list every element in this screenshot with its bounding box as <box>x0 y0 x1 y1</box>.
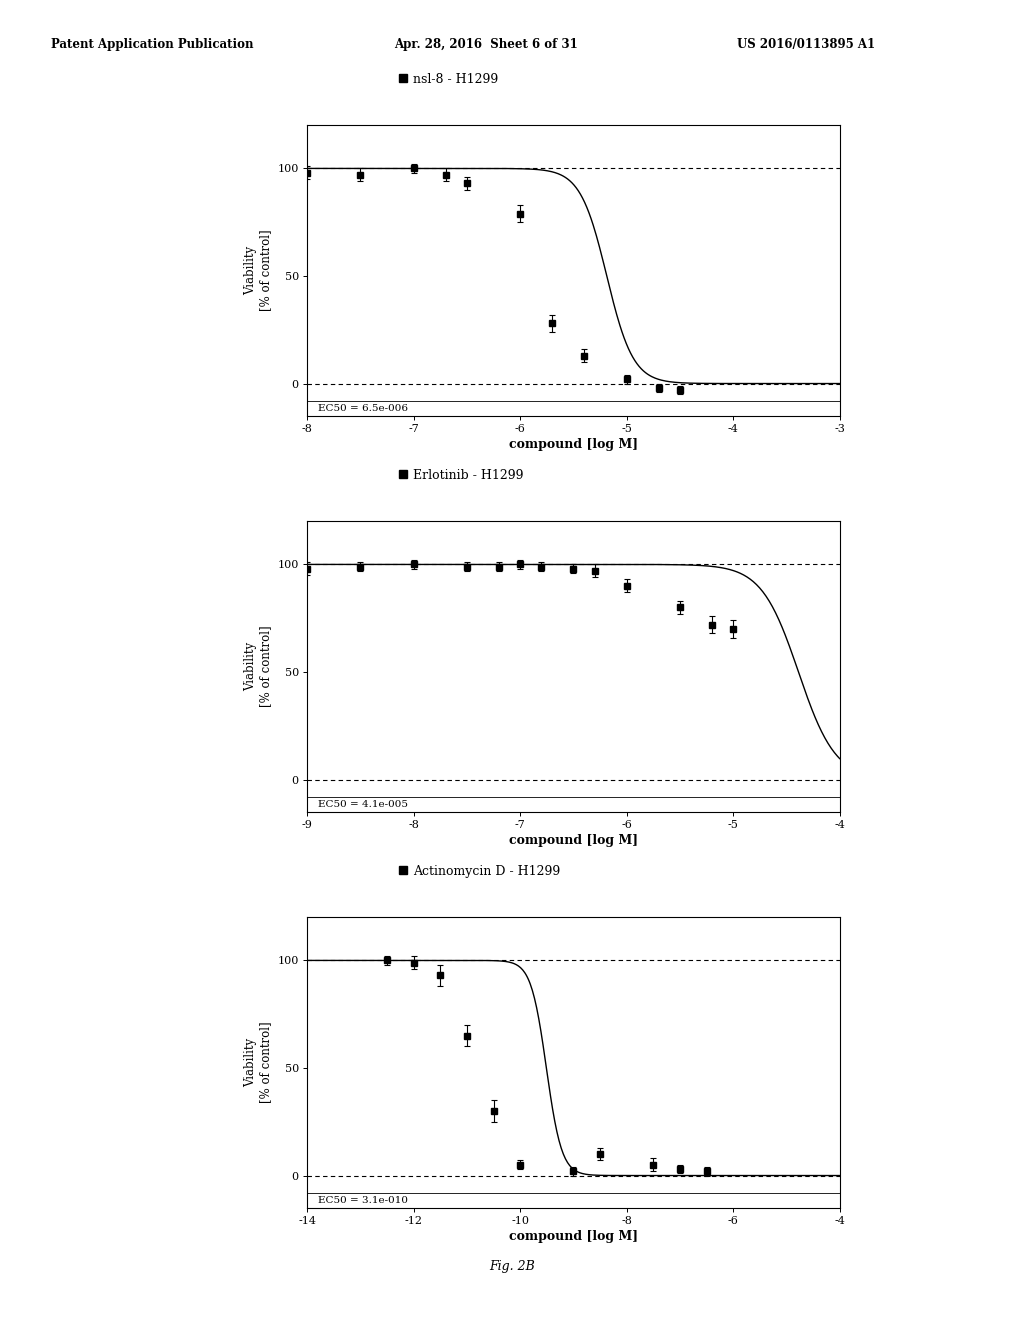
Legend: Actinomycin D - H1299: Actinomycin D - H1299 <box>393 859 565 883</box>
X-axis label: compound [log M]: compound [log M] <box>509 1230 638 1243</box>
Legend: nsl-8 - H1299: nsl-8 - H1299 <box>393 67 504 91</box>
Text: Apr. 28, 2016  Sheet 6 of 31: Apr. 28, 2016 Sheet 6 of 31 <box>394 38 578 51</box>
X-axis label: compound [log M]: compound [log M] <box>509 834 638 847</box>
Text: EC50 = 4.1e-005: EC50 = 4.1e-005 <box>317 800 408 809</box>
Text: US 2016/0113895 A1: US 2016/0113895 A1 <box>737 38 876 51</box>
Y-axis label: Viability
[% of control]: Viability [% of control] <box>244 1022 272 1104</box>
Text: Fig. 2B: Fig. 2B <box>489 1259 535 1272</box>
X-axis label: compound [log M]: compound [log M] <box>509 438 638 451</box>
Text: EC50 = 3.1e-010: EC50 = 3.1e-010 <box>317 1196 408 1205</box>
Legend: Erlotinib - H1299: Erlotinib - H1299 <box>393 463 528 487</box>
Text: Patent Application Publication: Patent Application Publication <box>51 38 254 51</box>
Text: EC50 = 6.5e-006: EC50 = 6.5e-006 <box>317 404 408 413</box>
Y-axis label: Viability
[% of control]: Viability [% of control] <box>244 626 272 708</box>
Y-axis label: Viability
[% of control]: Viability [% of control] <box>244 230 272 312</box>
